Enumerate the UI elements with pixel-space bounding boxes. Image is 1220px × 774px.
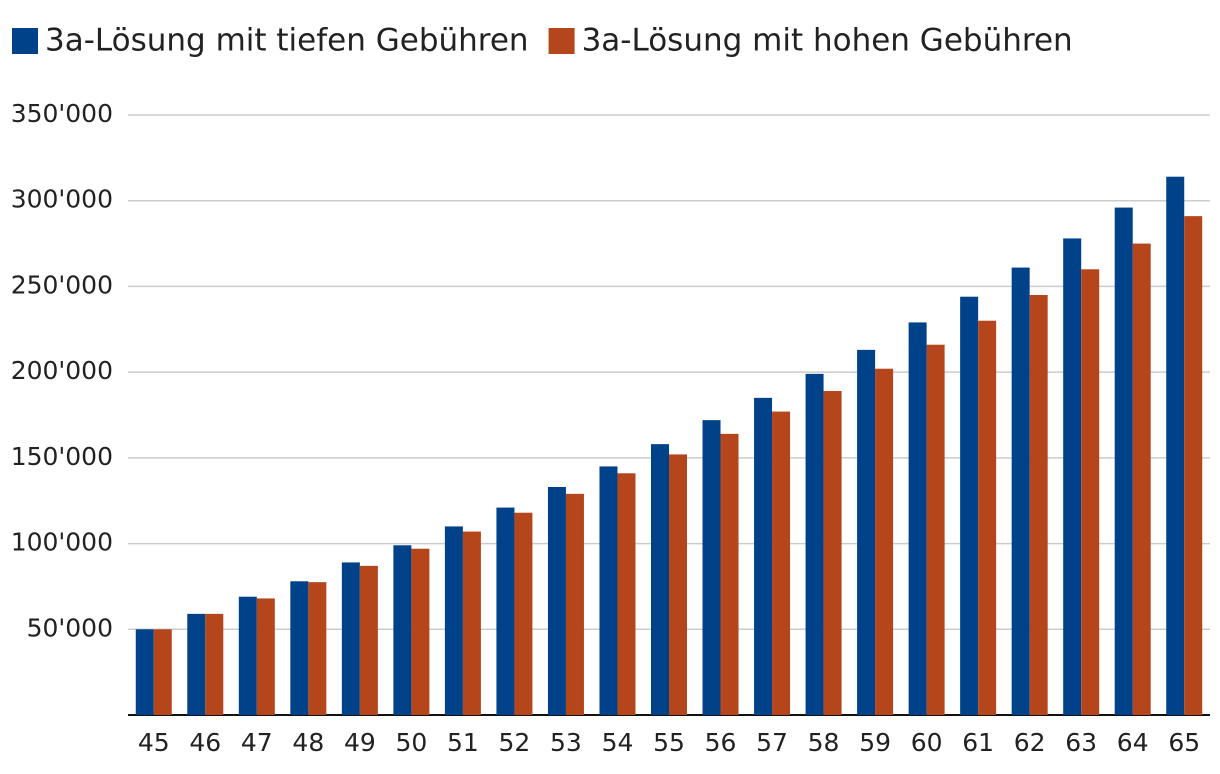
- bar: [1166, 176, 1185, 715]
- legend-swatch: [548, 28, 575, 54]
- x-tick-label: 60: [911, 728, 943, 757]
- bar: [1011, 267, 1030, 715]
- bar: [599, 466, 618, 715]
- bar: [1184, 216, 1203, 715]
- bar: [238, 596, 257, 715]
- x-tick-label: 48: [292, 728, 324, 757]
- x-tick-label: 65: [1168, 728, 1200, 757]
- bar: [702, 420, 721, 715]
- x-tick-label: 45: [138, 728, 170, 757]
- legend-swatch: [12, 28, 38, 54]
- bar: [651, 444, 669, 715]
- x-tick-label: 46: [189, 728, 221, 757]
- bar: [444, 526, 463, 715]
- bar: [359, 565, 378, 715]
- x-tick-label: 62: [1014, 728, 1046, 757]
- legend-label: 3a-Lösung mit hohen Gebühren: [582, 23, 1073, 59]
- bar: [823, 391, 842, 715]
- bar: [669, 454, 687, 715]
- bar: [772, 411, 791, 715]
- bar: [1029, 295, 1048, 715]
- bar: [411, 548, 430, 715]
- bar: [1081, 269, 1100, 715]
- y-tick-label: 150'000: [11, 442, 113, 471]
- bar: [135, 629, 154, 715]
- bar: [341, 562, 360, 715]
- bar: [205, 613, 224, 715]
- x-tick-label: 53: [550, 728, 582, 757]
- x-tick-label: 57: [756, 728, 788, 757]
- bar: [1114, 207, 1133, 716]
- bar: [857, 349, 876, 715]
- legend-label: 3a-Lösung mit tiefen Gebühren: [45, 23, 529, 59]
- bar: [393, 545, 412, 715]
- bar: [462, 531, 481, 715]
- x-tick-label: 64: [1117, 728, 1149, 757]
- bar: [1063, 238, 1082, 715]
- bar: [496, 507, 515, 715]
- bar: [153, 629, 172, 715]
- bar: [805, 373, 824, 715]
- x-tick-label: 61: [962, 728, 994, 757]
- y-tick-label: 300'000: [11, 185, 113, 214]
- bar: [978, 320, 997, 715]
- y-tick-label: 100'000: [11, 528, 113, 557]
- bar: [1132, 243, 1151, 716]
- x-tick-label: 63: [1065, 728, 1097, 757]
- bar: [547, 487, 566, 715]
- x-tick-label: 50: [395, 728, 427, 757]
- x-tick-label: 52: [499, 728, 531, 757]
- x-tick-label: 55: [653, 728, 685, 757]
- x-tick-label: 51: [447, 728, 479, 757]
- bar: [754, 397, 773, 715]
- x-tick-label: 58: [808, 728, 840, 757]
- bar: [960, 296, 979, 715]
- y-tick-label: 350'000: [11, 99, 113, 128]
- bar: [187, 613, 206, 715]
- x-tick-label: 59: [859, 728, 891, 757]
- x-tick-label: 49: [344, 728, 376, 757]
- x-tick-label: 54: [602, 728, 634, 757]
- bar: [565, 493, 584, 715]
- bar: [720, 433, 739, 715]
- y-tick-label: 200'000: [11, 356, 113, 385]
- bar: [875, 368, 894, 715]
- y-tick-label: 50'000: [27, 613, 113, 642]
- bar: [308, 582, 327, 715]
- bar: [290, 581, 309, 715]
- bar: [617, 473, 636, 715]
- x-tick-label: 47: [241, 728, 273, 757]
- y-tick-label: 250'000: [11, 270, 113, 299]
- x-tick-label: 56: [705, 728, 737, 757]
- bar: [926, 344, 945, 715]
- bar: [908, 322, 927, 715]
- bar: [256, 598, 275, 715]
- bar: [514, 512, 533, 715]
